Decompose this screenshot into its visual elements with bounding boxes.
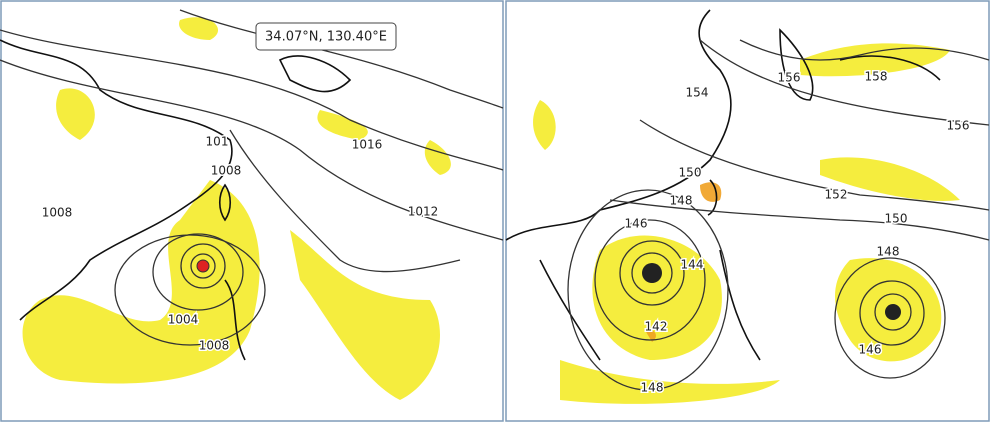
typhoon (834, 257, 946, 379)
rain-area (533, 43, 960, 404)
contour-label: 156 (778, 71, 801, 85)
contour-label: 154 (686, 86, 709, 100)
isobar (179, 9, 504, 109)
contour-label: 152 (825, 188, 848, 202)
heavy-rain (645, 182, 722, 342)
contour-label: 146 (625, 217, 648, 231)
contour-label: 146 (859, 343, 882, 357)
contour-label: 142 (645, 320, 668, 334)
coastline (218, 55, 352, 361)
tooltip-box (255, 22, 397, 51)
contour-label: 1012 (408, 205, 439, 219)
rain-area (290, 230, 440, 400)
isobar (567, 189, 729, 391)
contour-label: 148 (641, 381, 664, 395)
contour-label: 1016 (352, 138, 383, 152)
coastline (505, 9, 732, 241)
isobar (609, 199, 990, 241)
isobar (180, 243, 226, 289)
contour-label: 144 (681, 258, 704, 272)
isobar (190, 253, 216, 279)
contour-label: 1008 (199, 339, 230, 353)
isobar (859, 280, 925, 346)
left-panel: 34.07°N, 130.40°E (0, 0, 504, 422)
tooltip-text: 34.07°N, 130.40°E (265, 30, 387, 45)
isobar (834, 257, 946, 379)
isobar (739, 39, 990, 61)
isobar (699, 39, 990, 126)
contour-label: 150 (679, 166, 702, 180)
contour-label: 148 (877, 245, 900, 259)
typhoon-center (196, 259, 210, 273)
isobar (152, 233, 244, 311)
typhoon-center (642, 263, 662, 283)
contour-label: 156 (947, 119, 970, 133)
typhoon (567, 189, 729, 391)
contour-label: 101 (206, 135, 229, 149)
contour-label: 1008 (42, 206, 73, 220)
isobar (229, 129, 461, 273)
isobar (0, 59, 504, 241)
typhoon-center (885, 304, 901, 320)
isobar (594, 219, 706, 341)
isobar (619, 240, 685, 306)
isobar (874, 293, 912, 331)
contour-label: 1004 (168, 313, 199, 327)
coastline (0, 39, 233, 321)
isobar (631, 252, 673, 294)
typhoon (114, 233, 266, 346)
right-panel (505, 0, 990, 422)
rain-area (592, 235, 722, 360)
coastline (539, 28, 941, 361)
contour-label: 158 (865, 70, 888, 84)
contour-label: 150 (885, 212, 908, 226)
rain-area (22, 180, 260, 384)
contour-label: 1008 (211, 164, 242, 178)
isobar (639, 119, 990, 211)
contour-label: 148 (670, 194, 693, 208)
rain-area (56, 17, 451, 176)
isobar (0, 29, 504, 171)
